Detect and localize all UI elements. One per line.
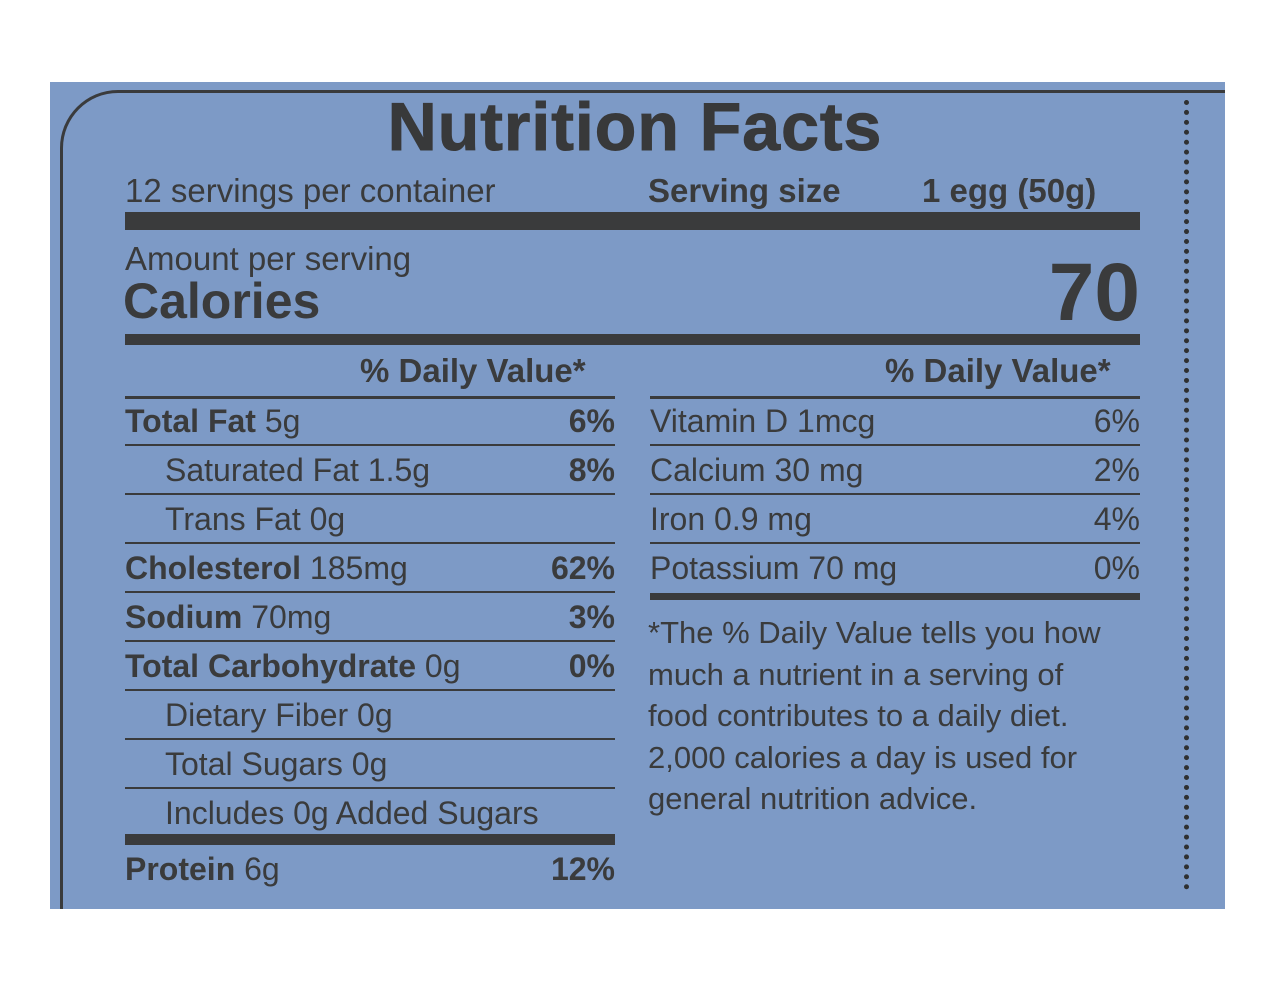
nutrient-name: Cholesterol <box>125 550 302 586</box>
vitamin-row-iron: Iron 0.9 mg 4% <box>650 495 1140 544</box>
serving-size-value: 1 egg (50g) <box>922 172 1097 209</box>
daily-value-footnote: *The % Daily Value tells you how much a … <box>648 615 1101 816</box>
nutrient-row-protein: Protein 6g 12% <box>125 845 615 894</box>
nutrient-row-sodium: Sodium 70mg 3% <box>125 593 615 642</box>
nutrient-amount: 0g <box>424 648 461 684</box>
nutrient-dv: 3% <box>568 599 615 635</box>
protein-rule <box>125 834 615 845</box>
dv-header-right: % Daily Value* <box>885 352 1111 389</box>
vitamin-dv: 6% <box>1093 403 1140 439</box>
dv-right-rule <box>650 396 1140 399</box>
nutrient-row-total-fat: Total Fat 5g 6% <box>125 397 615 446</box>
vitamin-amount: 0.9 mg <box>714 501 812 537</box>
nutrient-dv: 6% <box>568 403 615 439</box>
vitamin-row-potassium: Potassium 70 mg 0% <box>650 544 1140 593</box>
dotted-perforation <box>1184 100 1189 890</box>
dv-left-rule <box>125 396 615 399</box>
nutrient-row-total-carbohydrate: Total Carbohydrate 0g 0% <box>125 642 615 691</box>
nutrient-row-added-sugars: Includes 0g Added Sugars <box>125 789 615 838</box>
calories-value: 70 <box>1048 247 1140 338</box>
nutrient-name: Includes 0g Added Sugars <box>165 795 539 831</box>
nutrient-row-trans-fat: Trans Fat 0g <box>125 495 615 544</box>
nutrient-name: Dietary Fiber <box>165 697 349 733</box>
thick-rule-top <box>125 212 1140 230</box>
vitamin-amount: 30 mg <box>774 452 864 488</box>
nutrient-name: Total Sugars <box>165 746 343 782</box>
nutrient-amount: 1.5g <box>367 452 431 488</box>
servings-per-container: 12 servings per container <box>125 172 496 209</box>
vitamin-dv: 0% <box>1093 550 1140 586</box>
nutrient-dv: 0% <box>568 648 615 684</box>
nutrient-row-cholesterol: Cholesterol 185mg 62% <box>125 544 615 593</box>
nutrient-name: Sodium <box>125 599 243 635</box>
nutrient-amount: 0g <box>309 501 346 537</box>
nutrient-row-saturated-fat: Saturated Fat 1.5g 8% <box>125 446 615 495</box>
nutrient-name: Total Fat <box>125 403 256 439</box>
border-frame <box>50 82 1225 909</box>
vitamin-amount: 70 mg <box>808 550 898 586</box>
nutrient-amount: 5g <box>264 403 301 439</box>
vitamin-row-calcium: Calcium 30 mg 2% <box>650 446 1140 495</box>
dv-header-left: % Daily Value* <box>360 352 586 389</box>
nutrient-name: Trans Fat <box>165 501 301 537</box>
vitamin-name: Potassium <box>650 550 800 586</box>
nutrient-dv: 8% <box>568 452 615 488</box>
vitamin-dv: 2% <box>1093 452 1140 488</box>
vitamin-row-vitamin-d: Vitamin D 1mcg 6% <box>650 397 1140 446</box>
amount-per-serving: Amount per serving <box>125 240 412 277</box>
vitamin-dv: 4% <box>1093 501 1140 537</box>
label-title: Nutrition Facts <box>387 89 883 166</box>
rounded-border <box>60 90 1225 909</box>
vitamin-name: Vitamin D <box>650 403 789 439</box>
nutrient-amount: 185mg <box>309 550 408 586</box>
nutrient-name: Saturated Fat <box>165 452 359 488</box>
nutrient-dv: 62% <box>550 550 615 586</box>
vitamin-bottom-rule <box>650 593 1140 600</box>
nutrient-dv: 12% <box>550 851 615 887</box>
nutrient-amount: 70mg <box>251 599 332 635</box>
vitamin-name: Calcium <box>650 452 766 488</box>
calories-label: Calories <box>123 273 321 329</box>
nutrient-amount: 6g <box>244 851 280 887</box>
nutrient-amount: 0g <box>351 746 388 782</box>
nutrient-row-dietary-fiber: Dietary Fiber 0g <box>125 691 615 740</box>
nutrient-name: Protein <box>125 851 236 887</box>
nutrient-name: Total Carbohydrate <box>125 648 416 684</box>
nutrient-row-total-sugars: Total Sugars 0g <box>125 740 615 789</box>
medium-rule <box>125 334 1140 345</box>
nutrient-amount: 0g <box>357 697 393 733</box>
serving-size-label: Serving size <box>648 172 841 209</box>
vitamin-amount: 1mcg <box>797 403 876 439</box>
vitamin-name: Iron <box>650 501 706 537</box>
